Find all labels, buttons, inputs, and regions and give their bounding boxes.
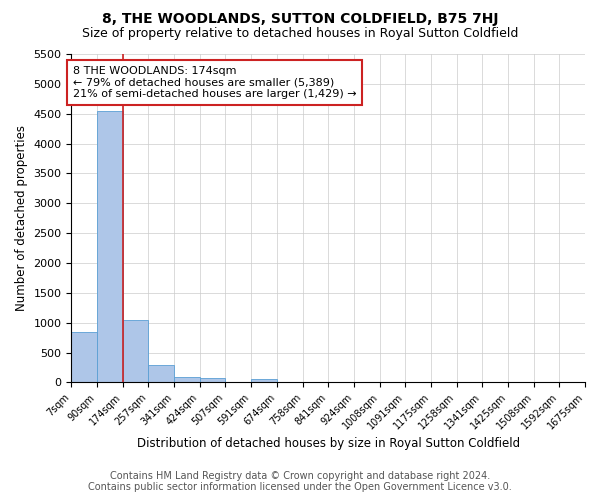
- Bar: [148, 365, 174, 382]
- Y-axis label: Number of detached properties: Number of detached properties: [15, 125, 28, 311]
- Text: Contains HM Land Registry data © Crown copyright and database right 2024.
Contai: Contains HM Land Registry data © Crown c…: [88, 471, 512, 492]
- Bar: [200, 378, 226, 382]
- Bar: [174, 377, 200, 382]
- Bar: [71, 332, 97, 382]
- Bar: [123, 320, 148, 382]
- Text: 8 THE WOODLANDS: 174sqm
← 79% of detached houses are smaller (5,389)
21% of semi: 8 THE WOODLANDS: 174sqm ← 79% of detache…: [73, 66, 356, 99]
- Text: 8, THE WOODLANDS, SUTTON COLDFIELD, B75 7HJ: 8, THE WOODLANDS, SUTTON COLDFIELD, B75 …: [102, 12, 498, 26]
- Bar: [97, 110, 123, 382]
- Text: Size of property relative to detached houses in Royal Sutton Coldfield: Size of property relative to detached ho…: [82, 28, 518, 40]
- Bar: [251, 378, 277, 382]
- X-axis label: Distribution of detached houses by size in Royal Sutton Coldfield: Distribution of detached houses by size …: [137, 437, 520, 450]
